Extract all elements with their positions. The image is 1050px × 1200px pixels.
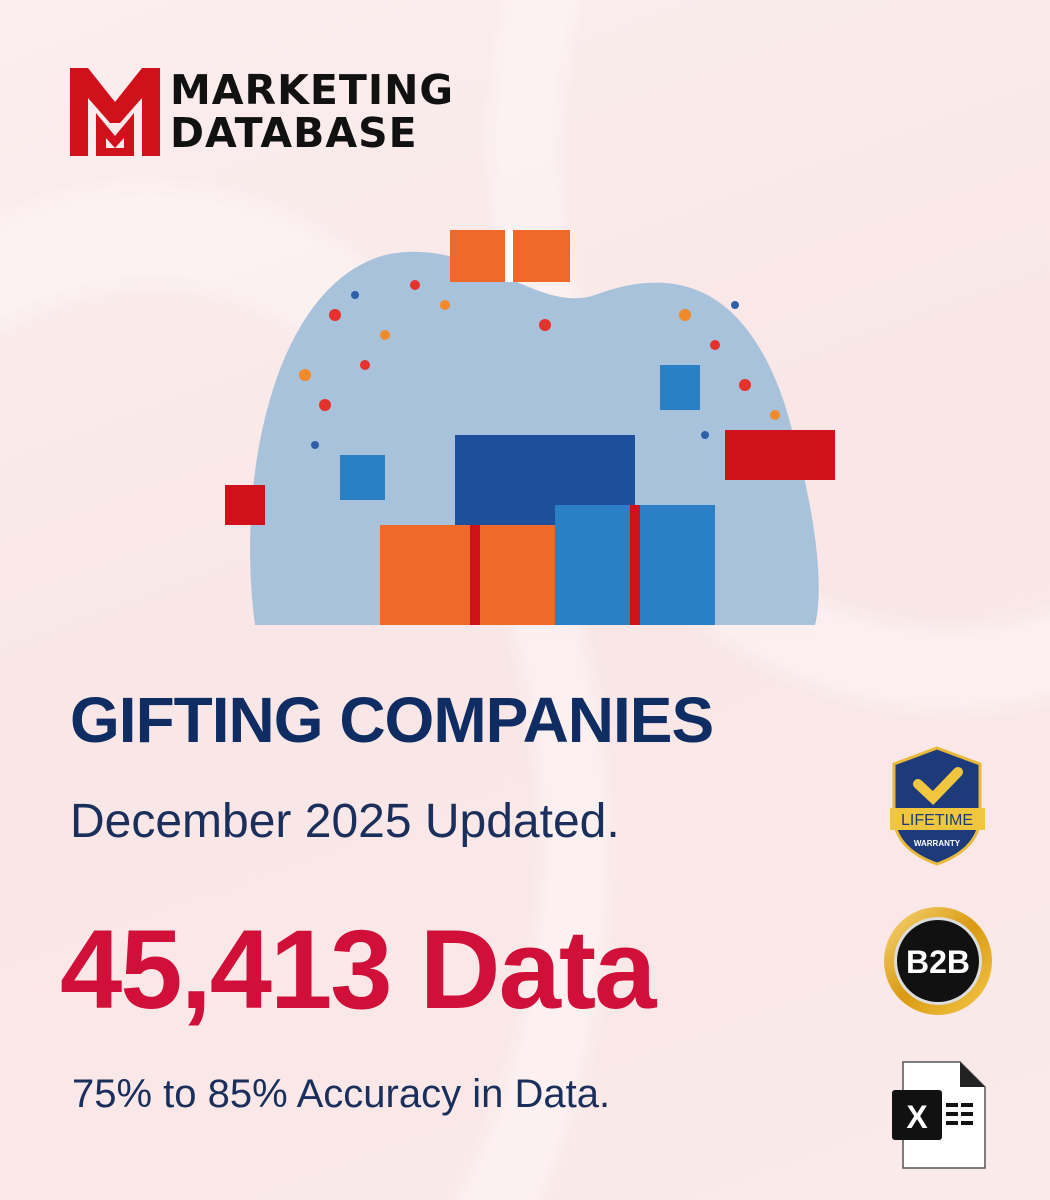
excel-file-icon: X bbox=[892, 1061, 986, 1169]
page-title: GIFTING COMPANIES bbox=[70, 684, 714, 756]
excel-label: X bbox=[906, 1099, 928, 1135]
warranty-sub: WARRANTY bbox=[914, 839, 961, 848]
b2b-coin-icon: B2B bbox=[884, 907, 992, 1015]
warranty-label: LIFETIME bbox=[901, 812, 973, 829]
brand-logo: MARKETING DATABASE bbox=[70, 68, 454, 156]
updated-date: December 2025 Updated. bbox=[70, 795, 620, 848]
brand-line1: MARKETING bbox=[170, 66, 455, 114]
accuracy-note: 75% to 85% Accuracy in Data. bbox=[72, 1072, 611, 1116]
gift-illustration bbox=[225, 230, 835, 626]
record-count: 45,413 Data bbox=[60, 907, 656, 1032]
brand-line2: DATABASE bbox=[170, 109, 418, 157]
md-logo-icon bbox=[70, 68, 160, 156]
shield-check-icon: LIFETIME WARRANTY bbox=[890, 746, 985, 866]
b2b-label: B2B bbox=[906, 944, 970, 980]
